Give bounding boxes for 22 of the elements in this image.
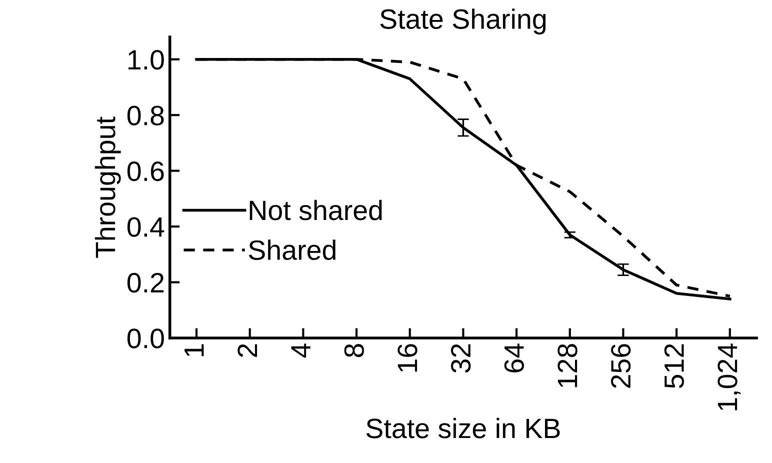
x-tick-label: 8	[344, 344, 364, 358]
y-tick-label: 1.0	[128, 50, 164, 70]
x-tick-label: 1,024	[718, 344, 741, 410]
x-tick-label: 128	[558, 344, 578, 388]
x-tick-label: 16	[398, 344, 418, 372]
y-axis-title: Throughput	[94, 116, 121, 258]
x-tick-label: 64	[504, 344, 524, 372]
legend-label: Shared	[248, 240, 336, 260]
x-tick-label: 4	[291, 344, 310, 358]
y-tick-label: 0.4	[127, 217, 164, 237]
x-tick-label: 256	[611, 344, 631, 388]
chart-title: State Sharing	[380, 8, 546, 34]
x-tick-label: 2	[238, 344, 258, 357]
y-tick-label: 0.8	[127, 106, 164, 126]
x-tick-label: 512	[664, 344, 684, 388]
y-tick-label: 0.2	[127, 272, 164, 293]
x-tick-label: 1	[184, 344, 204, 356]
legend-label: Not shared	[250, 200, 382, 220]
x-tick-label: 32	[450, 344, 471, 373]
y-tick-label: 0.6	[127, 161, 164, 182]
x-axis-title: State size in KB	[366, 418, 560, 438]
y-tick-label: 0.0	[127, 328, 164, 348]
